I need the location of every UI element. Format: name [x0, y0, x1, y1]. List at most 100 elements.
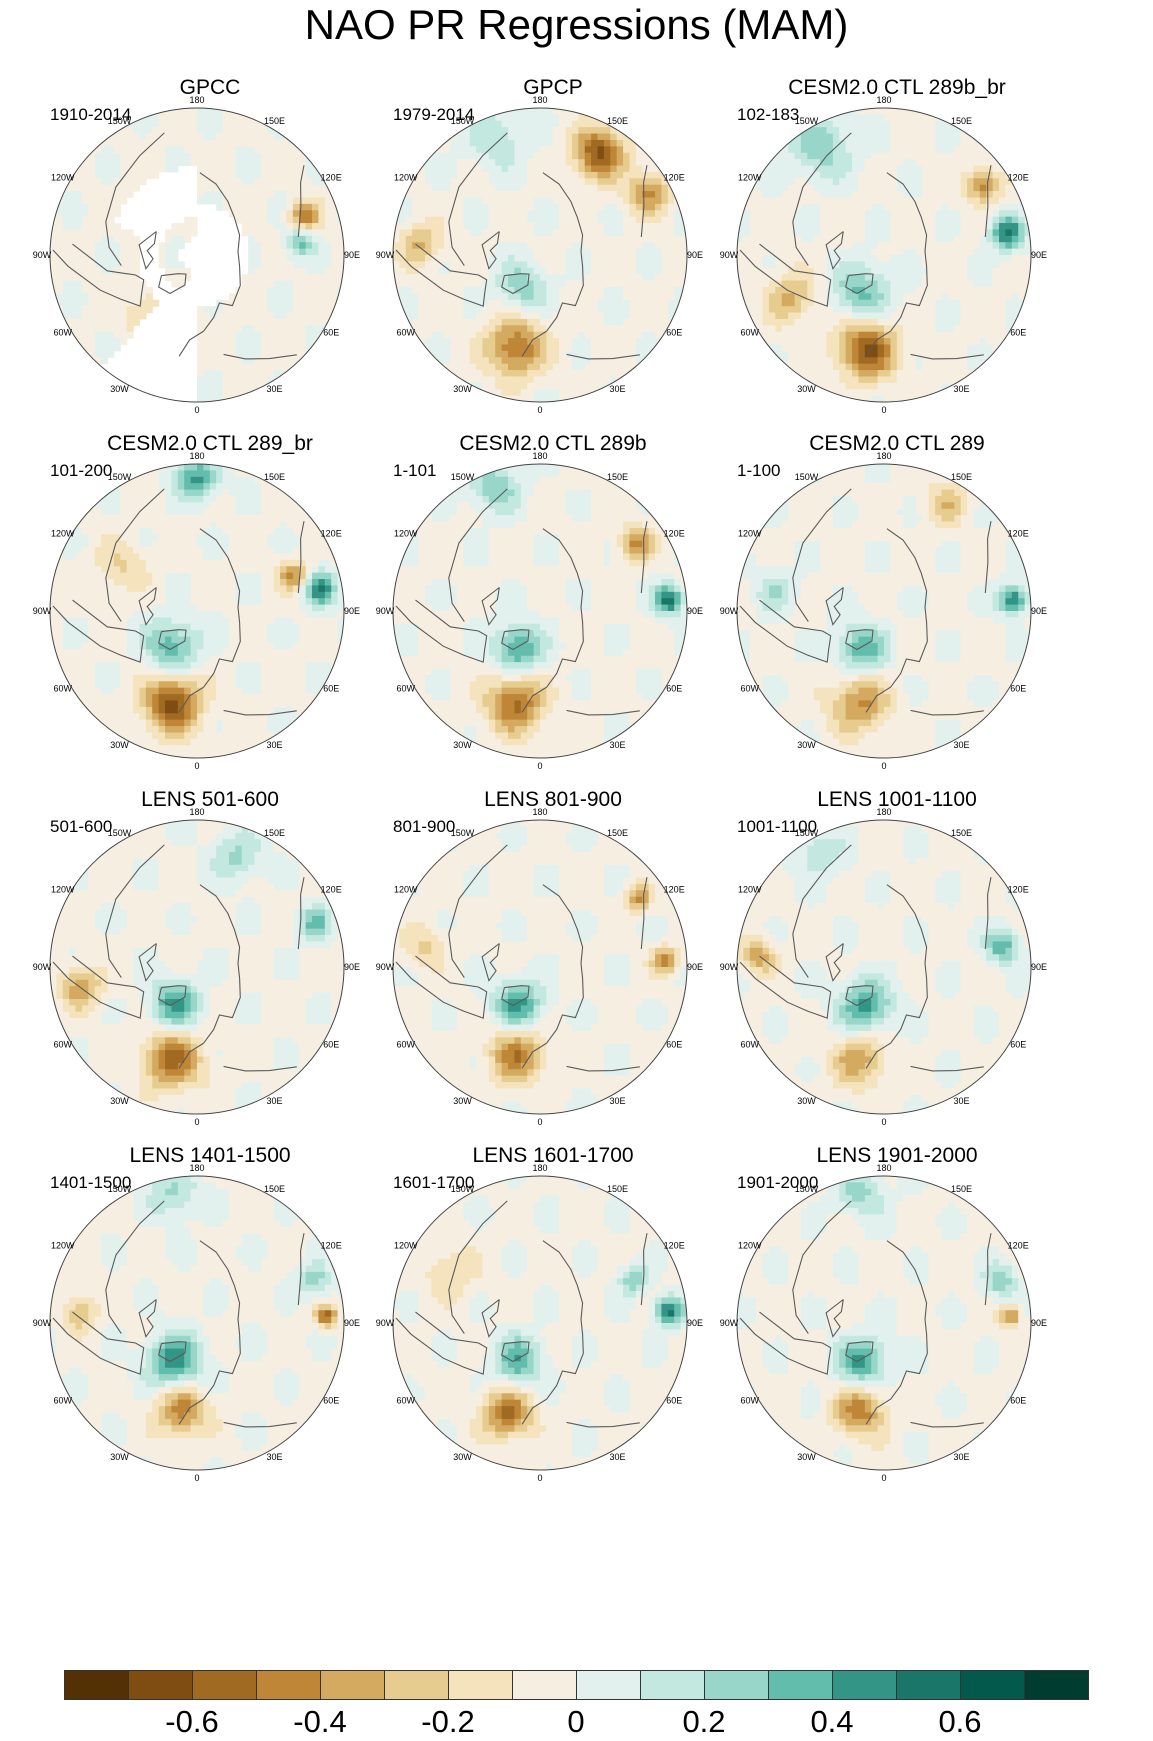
lon-label: 0	[881, 405, 886, 415]
lon-label: 90W	[376, 962, 395, 972]
lon-label: 150W	[451, 116, 475, 126]
panel-title: GPCC	[20, 75, 400, 101]
lon-label: 120E	[1008, 173, 1029, 183]
panel-title: LENS 501-600	[20, 787, 400, 813]
polar-map: 180 150E 120E 90E 60E 30E 0 30W 60W 90W 120W 150W	[33, 1163, 360, 1483]
lon-label: 90W	[33, 250, 52, 260]
lon-label: 150E	[607, 116, 628, 126]
figure-title: NAO PR Regressions (MAM)	[0, 0, 1153, 50]
lon-label: 150E	[264, 1184, 285, 1194]
polar-map: 180 150E 120E 90E 60E 30E 0 30W 60W 90W 120W 150W	[376, 451, 703, 771]
lon-label: 120W	[51, 885, 75, 895]
lon-label: 90W	[33, 962, 52, 972]
coastlines	[395, 1200, 648, 1428]
lon-label: 0	[881, 1473, 886, 1483]
lon-label: 30E	[266, 1096, 282, 1106]
precip-field	[393, 108, 687, 402]
colorbar-segment	[256, 1670, 321, 1700]
panel-period: 1901-2000	[737, 1173, 818, 1193]
panel-period: 1-100	[737, 461, 780, 481]
lon-label: 30W	[110, 1096, 129, 1106]
map-boundary	[736, 463, 1032, 759]
coastlines	[52, 132, 305, 360]
lon-label: 150W	[108, 116, 132, 126]
lon-label: 180	[876, 451, 891, 461]
lon-label: 120E	[321, 1241, 342, 1251]
lon-label: 150W	[451, 828, 475, 838]
lon-label: 60E	[666, 1396, 682, 1406]
precip-field	[393, 820, 687, 1114]
colorbar-segment	[960, 1670, 1025, 1700]
lon-label: 0	[194, 1117, 199, 1127]
panel-period: 1979-2014	[393, 105, 474, 125]
lon-label: 60E	[1010, 1396, 1026, 1406]
panel-period: 102-183	[737, 105, 799, 125]
lon-label: 90E	[1031, 1318, 1047, 1328]
lon-label: 150W	[451, 472, 475, 482]
lon-label: 0	[537, 1117, 542, 1127]
precip-field	[50, 464, 344, 758]
map-panel: 180 150E 120E 90E 60E 30E 0 30W 60W 90W 120W 150W CE…	[363, 431, 743, 826]
map-panel: 180 150E 120E 90E 60E 30E 0 30W 60W 90W 120W 150W CE…	[20, 431, 400, 826]
lon-label: 150E	[264, 116, 285, 126]
lon-label: 30E	[266, 1452, 282, 1462]
lon-label: 0	[194, 761, 199, 771]
lon-label: 150W	[108, 1184, 132, 1194]
lon-label: 90W	[720, 1318, 739, 1328]
map-panel: 180 150E 120E 90E 60E 30E 0 30W 60W 90W 120W 150W CE…	[707, 75, 1087, 470]
lon-label: 150E	[607, 472, 628, 482]
polar-map: 180 150E 120E 90E 60E 30E 0 30W 60W 90W 120W 150W	[376, 807, 703, 1127]
lon-label: 60W	[54, 684, 73, 694]
lon-label: 60E	[323, 1040, 339, 1050]
panel-period: 1601-1700	[393, 1173, 474, 1193]
colorbar-segment	[896, 1670, 961, 1700]
map-panel: 180 150E 120E 90E 60E 30E 0 30W 60W 90W 120W 150W LE…	[363, 1143, 743, 1538]
colorbar-segment	[192, 1670, 257, 1700]
lon-label: 180	[876, 95, 891, 105]
lon-label: 180	[189, 807, 204, 817]
lon-label: 90E	[1031, 962, 1047, 972]
lon-label: 0	[881, 1117, 886, 1127]
lon-label: 90W	[33, 606, 52, 616]
lon-label: 30W	[797, 1096, 816, 1106]
map-boundary	[49, 107, 345, 403]
polar-map: 180 150E 120E 90E 60E 30E 0 30W 60W 90W 120W 150W	[720, 807, 1047, 1127]
lon-label: 60E	[323, 1396, 339, 1406]
lon-label: 30E	[953, 1096, 969, 1106]
lon-label: 0	[537, 1473, 542, 1483]
colorbar-segment	[576, 1670, 641, 1700]
coastlines	[395, 132, 648, 360]
lon-label: 60E	[666, 328, 682, 338]
lon-label: 150E	[951, 1184, 972, 1194]
coastlines	[52, 1200, 305, 1428]
lon-label: 60W	[741, 1040, 760, 1050]
precip-field	[737, 820, 1031, 1114]
coastlines	[739, 844, 992, 1072]
lon-label: 60W	[54, 1040, 73, 1050]
lon-label: 60W	[397, 1396, 416, 1406]
lon-label: 30W	[797, 740, 816, 750]
lon-label: 60E	[666, 684, 682, 694]
lon-label: 30W	[797, 384, 816, 394]
lon-label: 60W	[54, 1396, 73, 1406]
lon-label: 150E	[951, 116, 972, 126]
lon-label: 150W	[795, 116, 819, 126]
lon-label: 150E	[951, 828, 972, 838]
map-boundary	[736, 107, 1032, 403]
panel-title: GPCP	[363, 75, 743, 101]
colorbar-segment	[384, 1670, 449, 1700]
lon-label: 120W	[394, 1241, 418, 1251]
colorbar-segment	[512, 1670, 577, 1700]
lon-label: 60E	[1010, 684, 1026, 694]
lon-label: 0	[537, 405, 542, 415]
map-panel: 180 150E 120E 90E 60E 30E 0 30W 60W 90W 120W 150W LE…	[363, 787, 743, 1182]
lon-label: 150W	[451, 1184, 475, 1194]
polar-map: 180 150E 120E 90E 60E 30E 0 30W 60W 90W 120W 150W	[376, 95, 703, 415]
lon-label: 60W	[741, 328, 760, 338]
panel-title: CESM2.0 CTL 289b_br	[707, 75, 1087, 101]
colorbar-tick-label: -0.4	[293, 1704, 346, 1740]
lon-label: 60W	[397, 328, 416, 338]
lon-label: 90W	[720, 250, 739, 260]
lon-label: 30W	[110, 740, 129, 750]
lon-label: 60E	[323, 328, 339, 338]
